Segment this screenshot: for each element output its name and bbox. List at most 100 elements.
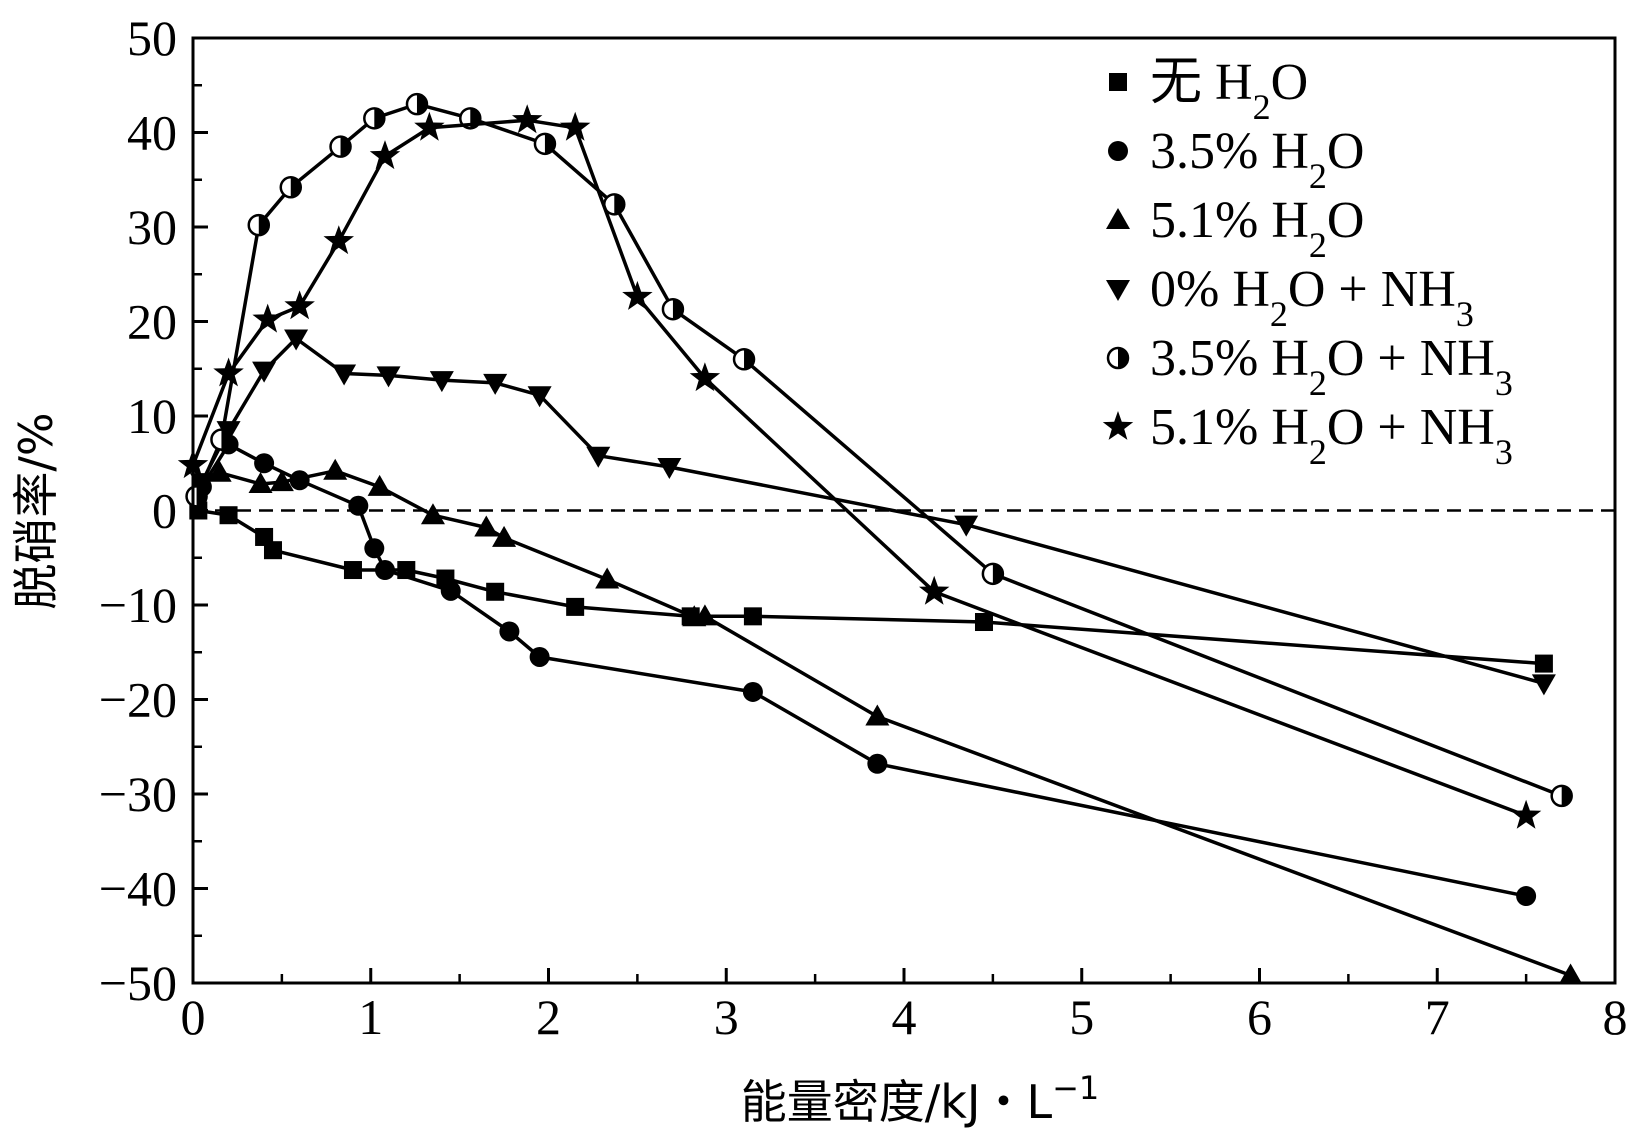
- data-point: [865, 704, 890, 726]
- plot-area: [177, 92, 1615, 985]
- data-point: [527, 386, 552, 408]
- data-point: [661, 297, 685, 321]
- data-point: [595, 567, 620, 589]
- y-tick-label: −20: [99, 672, 177, 728]
- data-point: [376, 366, 401, 388]
- data-point: [269, 470, 294, 492]
- legend-marker: [1102, 411, 1134, 440]
- x-tick-label: 6: [1247, 989, 1272, 1045]
- legend-marker: [1106, 346, 1130, 370]
- y-tick-label: 50: [127, 10, 177, 66]
- data-point: [622, 280, 653, 310]
- legend-item-4: 0% H2O + NH3: [1106, 261, 1474, 334]
- data-point: [323, 458, 348, 480]
- data-point: [284, 329, 309, 351]
- data-point: [289, 470, 310, 491]
- x-tick-label: 1: [358, 989, 383, 1045]
- data-point: [559, 111, 591, 141]
- x-tick-label: 0: [181, 989, 206, 1045]
- data-point: [1510, 799, 1542, 829]
- data-point: [512, 104, 543, 134]
- y-tick-label: −40: [99, 861, 177, 917]
- data-point: [440, 580, 461, 601]
- data-point: [207, 460, 232, 482]
- x-tick-label: 2: [536, 989, 561, 1045]
- data-point: [919, 575, 950, 605]
- y-tick-label: 20: [127, 294, 177, 350]
- data-point: [566, 597, 585, 616]
- legend-item-6: 5.1% H2O + NH3: [1102, 399, 1513, 472]
- y-axis-title: 脱硝率/%: [9, 412, 63, 609]
- series-3: [207, 458, 1583, 985]
- data-point: [1531, 674, 1556, 696]
- series-5: [185, 92, 1573, 808]
- data-point: [185, 485, 208, 508]
- y-tick-label: 0: [152, 483, 177, 539]
- series-1: [189, 501, 1553, 673]
- data-point: [332, 364, 357, 386]
- y-tick-label: 30: [127, 199, 177, 255]
- data-point: [732, 348, 756, 371]
- x-tick-label: 5: [1069, 989, 1094, 1045]
- data-point: [1534, 654, 1553, 673]
- data-point: [492, 525, 517, 547]
- legend-label: 0% H2O + NH3: [1150, 261, 1474, 334]
- y-tick-label: −10: [99, 577, 177, 633]
- data-point: [486, 582, 505, 601]
- y-tick-label: −50: [99, 955, 177, 1011]
- series-6: [177, 104, 1542, 829]
- y-tick-label: −30: [99, 766, 177, 822]
- data-point: [867, 753, 888, 774]
- data-point: [692, 604, 717, 626]
- data-point: [248, 472, 273, 494]
- data-point: [279, 176, 303, 199]
- data-point: [343, 561, 362, 580]
- y-tick-label: 40: [127, 105, 177, 161]
- legend-label: 3.5% H2O: [1150, 123, 1364, 196]
- data-point: [323, 225, 354, 255]
- data-point: [252, 303, 283, 333]
- legend-marker: [1109, 73, 1127, 91]
- legend-item-2: 3.5% H2O: [1108, 123, 1364, 196]
- legend-item-1: 无 H2O: [1109, 54, 1308, 127]
- data-point: [499, 621, 520, 642]
- legend-item-3: 5.1% H2O: [1106, 192, 1364, 265]
- data-point: [284, 290, 315, 320]
- data-point: [981, 562, 1005, 586]
- legend-label: 5.1% H2O + NH3: [1150, 399, 1513, 472]
- legend-marker: [1106, 280, 1130, 301]
- data-point: [474, 515, 499, 537]
- data-point: [1550, 784, 1573, 808]
- data-point: [219, 506, 238, 525]
- data-point: [533, 132, 557, 156]
- data-point: [414, 111, 445, 141]
- legend-item-5: 3.5% H2O + NH3: [1106, 330, 1513, 403]
- data-point: [254, 453, 275, 474]
- data-point: [213, 357, 244, 387]
- data-point: [364, 538, 385, 559]
- x-tick-label: 7: [1425, 989, 1450, 1045]
- data-point: [405, 92, 429, 116]
- data-point: [586, 446, 611, 468]
- legend-label: 3.5% H2O + NH3: [1150, 330, 1513, 403]
- data-point: [742, 681, 763, 702]
- data-point: [348, 495, 369, 516]
- data-point: [367, 474, 392, 496]
- data-point: [252, 361, 277, 383]
- data-point: [420, 503, 445, 525]
- data-point: [247, 213, 271, 237]
- data-point: [689, 362, 721, 392]
- data-point: [329, 135, 352, 158]
- legend-label: 5.1% H2O: [1150, 192, 1364, 265]
- data-point: [1516, 886, 1537, 907]
- y-tick-label: 10: [127, 388, 177, 444]
- legend-label: 无 H2O: [1150, 54, 1308, 127]
- x-axis-title-superscript: −1: [1052, 1069, 1099, 1107]
- x-axis-title-main: 能量密度/kJ・L: [741, 1075, 1053, 1129]
- series-4: [189, 329, 1556, 696]
- x-axis-title: 能量密度/kJ・L−1: [741, 1069, 1100, 1129]
